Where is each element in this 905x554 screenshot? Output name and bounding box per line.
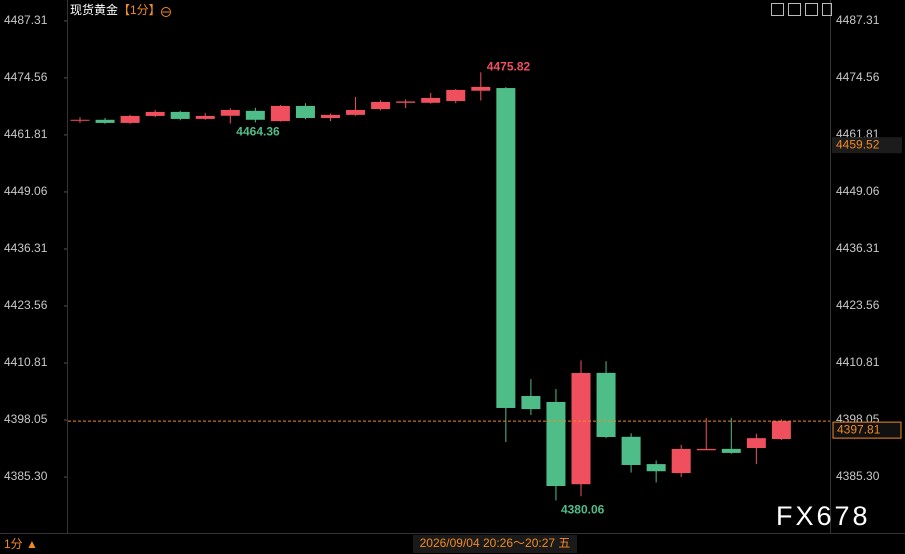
watermark: FX678 xyxy=(776,501,871,531)
chart-title: 现货黄金 xyxy=(70,2,118,17)
candle-body xyxy=(721,448,741,453)
toolbar xyxy=(771,3,832,16)
y-tick-label: 4385.30 xyxy=(4,469,48,483)
candle-body xyxy=(621,436,641,465)
y-tick-label: 4461.81 xyxy=(4,127,48,141)
candle-body xyxy=(471,86,491,91)
y-tick-label: 4410.81 xyxy=(4,355,48,369)
y-tick-label: 4474.56 xyxy=(4,70,48,84)
period-selector[interactable]: 1分 ▲ xyxy=(4,537,38,551)
crosshair-time-box xyxy=(413,535,577,553)
candle-body xyxy=(421,97,441,103)
candle-body xyxy=(195,115,215,119)
y2-tick-label: 4487.31 xyxy=(836,13,880,27)
y-tick-label: 4423.56 xyxy=(4,298,48,312)
candle-body xyxy=(571,373,591,485)
reference-price-box xyxy=(832,137,902,154)
period-icon[interactable] xyxy=(161,7,171,17)
y-tick-label: 4436.31 xyxy=(4,241,48,255)
local-low-label: 4464.36 xyxy=(236,125,280,139)
y-tick-label: 4398.05 xyxy=(4,412,48,426)
candle-body xyxy=(646,464,666,472)
tool-button[interactable] xyxy=(788,3,801,16)
y2-tick-label: 4423.56 xyxy=(836,298,880,312)
candle-body xyxy=(446,89,466,102)
candle-body xyxy=(70,119,90,121)
candle-body xyxy=(95,119,115,123)
tool-button[interactable] xyxy=(805,3,818,16)
y2-tick-label: 4385.30 xyxy=(836,469,880,483)
y2-tick-label: 4410.81 xyxy=(836,355,880,369)
candle-body xyxy=(396,101,416,103)
tool-button[interactable] xyxy=(822,3,832,16)
candle-body xyxy=(145,111,165,116)
candle-body xyxy=(696,448,716,451)
y-tick-label: 4449.06 xyxy=(4,184,48,198)
reference-price-label: 4459.52 xyxy=(836,137,880,151)
candle-body xyxy=(546,401,566,487)
candle-body xyxy=(220,109,240,116)
crosshair-time: 2026/09/04 20:26～20:27 五 xyxy=(420,536,571,550)
last-price-box xyxy=(832,421,902,439)
tool-button[interactable] xyxy=(771,3,784,16)
last-price-label: 4397.81 xyxy=(837,422,881,436)
high-label: 4475.82 xyxy=(487,59,531,73)
candle-body xyxy=(245,110,265,120)
candle-body xyxy=(321,114,340,118)
candle-body xyxy=(496,88,516,408)
candle-body xyxy=(120,115,140,123)
candle-body xyxy=(596,372,616,437)
candle-body xyxy=(746,438,766,448)
candle-body xyxy=(270,105,290,122)
y2-tick-label: 4436.31 xyxy=(836,241,880,255)
y-tick-label: 4487.31 xyxy=(4,13,48,27)
y2-tick-label: 4474.56 xyxy=(836,70,880,84)
candle-body xyxy=(771,421,791,440)
period-label: 【1分】 xyxy=(118,3,161,17)
candle-body xyxy=(346,109,366,115)
candle-body xyxy=(170,111,190,119)
candle-body xyxy=(371,101,391,110)
y2-tick-label: 4449.06 xyxy=(836,184,880,198)
low-label: 4380.06 xyxy=(561,503,605,517)
candle-body xyxy=(521,395,541,410)
candle-body xyxy=(671,448,691,474)
candle-body xyxy=(295,105,315,118)
